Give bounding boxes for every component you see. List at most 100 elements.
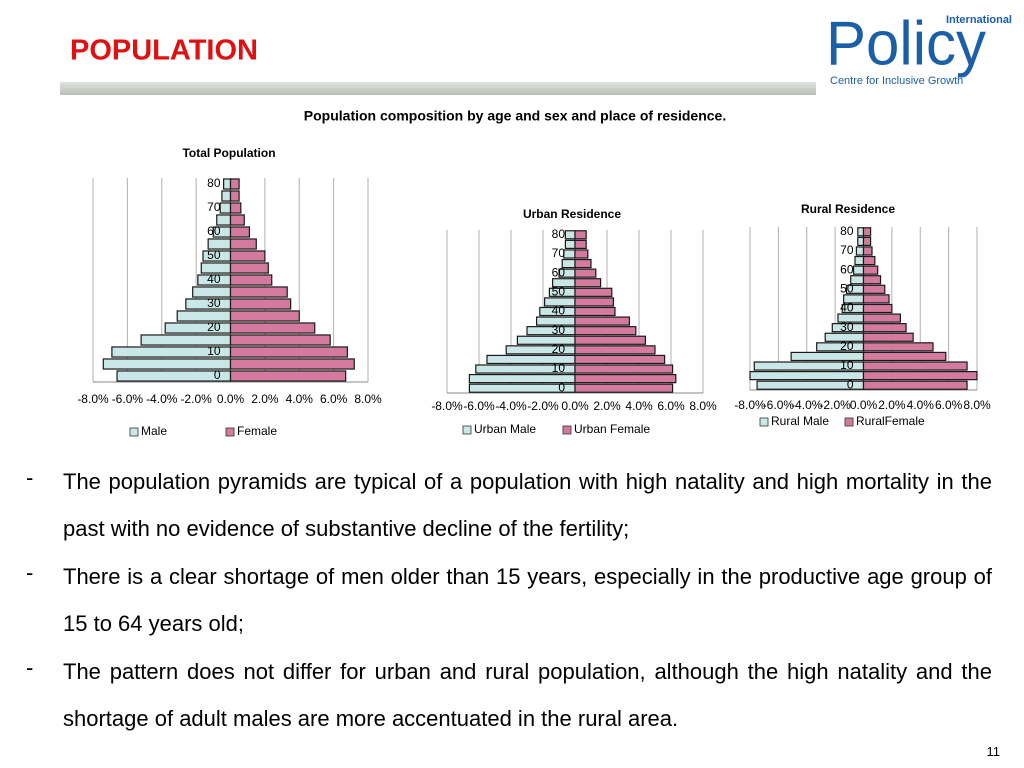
x-tick-label: 0.0% — [561, 399, 589, 413]
legend-swatch — [759, 417, 769, 427]
subtitle: Population composition by age and sex an… — [304, 108, 726, 124]
x-tick-label: -2.0% — [819, 398, 851, 412]
x-tick-label: -6.0% — [463, 399, 495, 413]
bullet-text: There is a clear shortage of men older t… — [63, 564, 992, 636]
legend-swatch — [225, 427, 235, 437]
x-tick-label: 2.0% — [593, 399, 621, 413]
logo-bottom: Centre for Inclusive Growth — [830, 75, 963, 87]
bar — [862, 303, 893, 314]
y-tick-label: 40 — [207, 272, 221, 286]
y-tick-label: 50 — [207, 248, 221, 262]
bar — [229, 190, 240, 202]
bar — [862, 236, 872, 247]
bar — [574, 297, 615, 307]
y-tick-label: 70 — [840, 243, 854, 257]
y-tick-label: 0 — [558, 380, 565, 394]
bar — [229, 334, 331, 346]
bullet-marker: - — [26, 655, 34, 680]
y-tick-label: 60 — [840, 262, 854, 276]
x-tick-label: 8.0% — [689, 399, 717, 413]
x-tick-label: 6.0% — [935, 398, 963, 412]
x-tick-label: 0.0% — [850, 398, 878, 412]
bar — [862, 227, 872, 237]
bar — [229, 214, 245, 226]
bar — [862, 380, 968, 390]
y-tick-label: 0 — [214, 368, 221, 382]
y-tick-label: 50 — [552, 284, 566, 298]
y-tick-label: 20 — [840, 339, 854, 353]
y-tick-label: 80 — [552, 227, 566, 241]
x-tick-label: -2.0% — [180, 392, 212, 406]
x-tick-label: 4.0% — [907, 398, 935, 412]
bullet: - There is a clear shortage of men older … — [20, 553, 992, 647]
bar — [229, 298, 292, 310]
y-tick-label: 30 — [840, 320, 854, 334]
x-tick-label: -8.0% — [431, 399, 463, 413]
y-tick-label: 20 — [207, 320, 221, 334]
x-tick-label: -6.0% — [763, 398, 795, 412]
bar — [219, 202, 232, 214]
y-tick-label: 30 — [207, 296, 221, 310]
legend-swatch — [129, 427, 139, 437]
bar — [862, 265, 879, 275]
bar — [229, 238, 257, 250]
y-tick-label: 40 — [840, 301, 854, 315]
bar — [564, 230, 576, 240]
logo-name: Policy — [826, 9, 986, 78]
bar — [229, 226, 251, 238]
x-tick-label: 8.0% — [963, 398, 991, 412]
chart-title: Total Population — [182, 146, 275, 160]
y-tick-label: 40 — [552, 304, 566, 318]
y-tick-label: 80 — [207, 176, 221, 190]
bar — [862, 361, 968, 371]
x-tick-label: 2.0% — [251, 392, 279, 406]
bullet: - The pattern does not differ for urban a… — [20, 648, 992, 742]
bar — [857, 227, 865, 237]
legend-label: Rural Male — [771, 414, 829, 428]
bar — [855, 246, 865, 256]
x-tick-label: -4.0% — [791, 398, 823, 412]
x-tick-label: -8.0% — [734, 398, 766, 412]
y-tick-label: 10 — [207, 344, 221, 358]
bar — [862, 294, 890, 304]
x-tick-label: 0.0% — [217, 392, 245, 406]
legend-swatch — [462, 425, 472, 435]
bullet: - The population pyramids are typical of … — [20, 458, 992, 552]
x-tick-label: -6.0% — [112, 392, 144, 406]
bullet-text: The pattern does not differ for urban an… — [63, 659, 992, 731]
legend-label: Urban Female — [574, 422, 650, 436]
bar — [229, 202, 242, 214]
bar — [574, 354, 666, 365]
bar — [862, 332, 914, 342]
bar — [574, 239, 587, 250]
bar — [854, 255, 865, 266]
legend-swatch — [562, 425, 572, 435]
bar — [862, 255, 876, 266]
x-tick-label: 6.0% — [320, 392, 348, 406]
bar — [862, 351, 947, 362]
bar — [102, 358, 232, 370]
bullet-marker: - — [26, 560, 34, 585]
x-tick-label: 4.0% — [286, 392, 314, 406]
y-tick-label: 60 — [552, 265, 566, 279]
bullet-marker: - — [26, 465, 34, 490]
bar — [862, 246, 873, 256]
bar — [574, 268, 597, 278]
legend-swatch — [844, 417, 854, 427]
page-number: 11 — [986, 744, 1001, 759]
bar — [862, 370, 978, 381]
bar — [229, 262, 269, 274]
bullet-text: The population pyramids are typical of a… — [63, 469, 992, 541]
bar — [516, 335, 576, 345]
bar — [221, 190, 232, 202]
bar — [574, 287, 613, 297]
bar — [229, 274, 273, 286]
title-rule — [60, 82, 816, 95]
bar — [574, 345, 656, 355]
y-tick-label: 50 — [840, 281, 854, 295]
slide-title: POPULATION — [70, 35, 258, 67]
bar — [229, 322, 316, 334]
x-tick-label: 2.0% — [878, 398, 906, 412]
x-tick-label: 6.0% — [657, 399, 685, 413]
bar — [857, 236, 865, 247]
